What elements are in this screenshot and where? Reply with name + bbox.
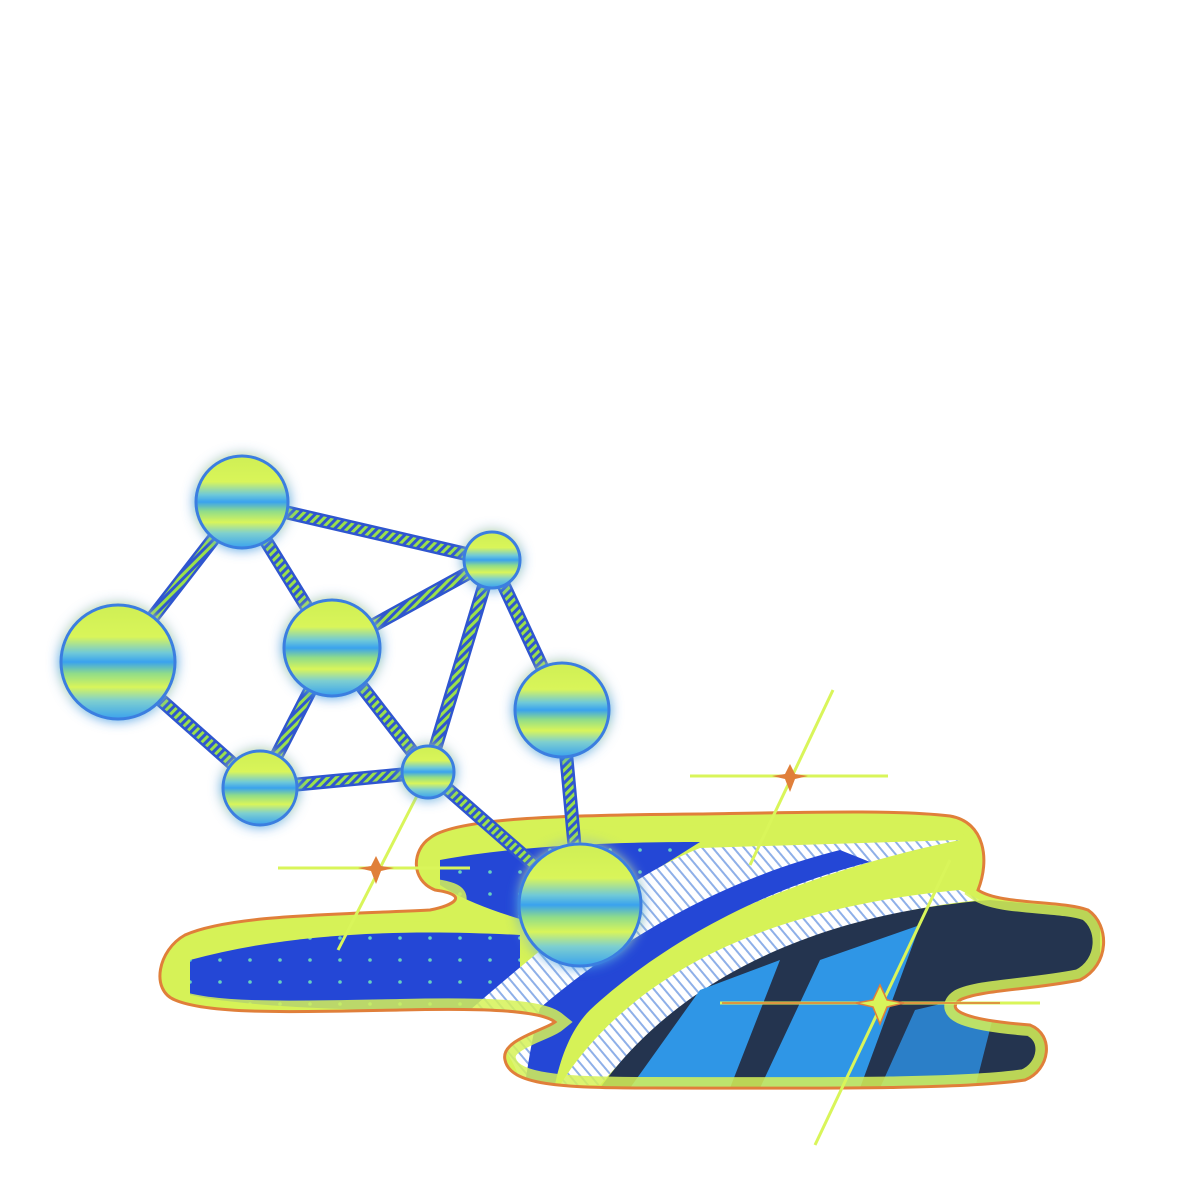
molecule-node [462, 530, 522, 590]
molecule-node [400, 744, 456, 800]
sparkle-bottom-right-icon [720, 859, 1040, 1146]
sparkle-left-icon [278, 789, 470, 951]
molecule-node [194, 454, 290, 550]
molecule-node [282, 598, 382, 698]
puddle-shape [158, 810, 1106, 1090]
molecule-node [513, 661, 611, 759]
molecule-node [221, 749, 299, 827]
molecule-node [517, 842, 643, 968]
molecule-nodes [59, 454, 643, 968]
sparkle-top-right-icon [690, 689, 888, 866]
molecule-node [59, 603, 177, 721]
